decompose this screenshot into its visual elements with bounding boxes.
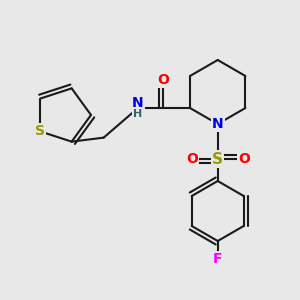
Text: F: F [213,252,223,266]
Text: O: O [238,152,250,166]
Text: N: N [132,96,144,110]
Text: S: S [212,152,223,166]
Text: O: O [157,73,169,87]
Text: N: N [212,117,224,131]
Text: H: H [134,109,142,119]
Text: S: S [35,124,45,139]
Text: O: O [186,152,198,166]
